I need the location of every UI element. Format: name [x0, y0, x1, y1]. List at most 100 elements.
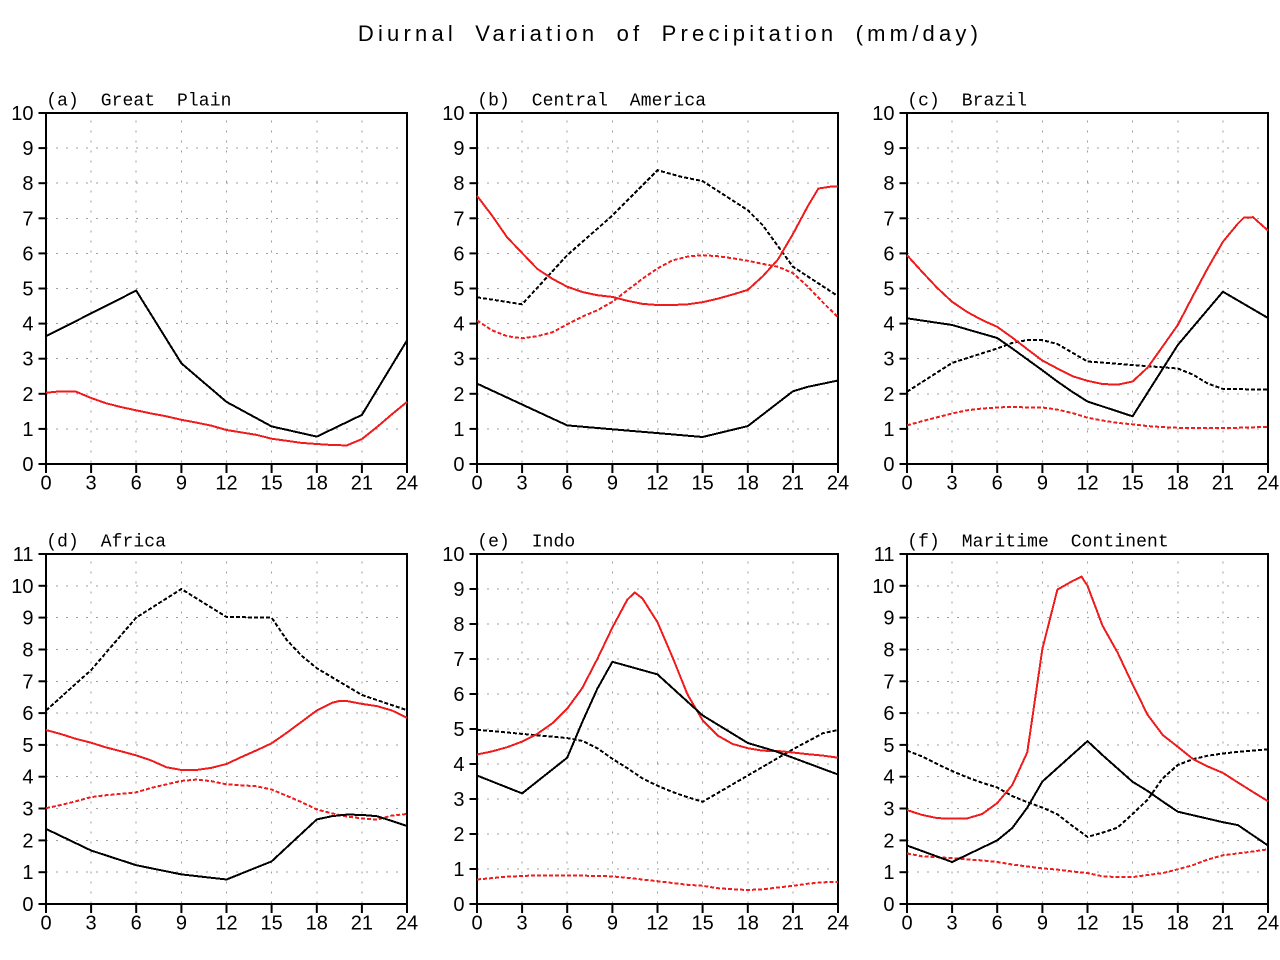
- svg-text:6: 6: [992, 473, 1003, 495]
- svg-text:7: 7: [453, 649, 464, 671]
- svg-text:(d) Africa: (d) Africa: [46, 533, 166, 553]
- svg-text:5: 5: [453, 279, 464, 301]
- svg-text:9: 9: [176, 473, 187, 495]
- svg-text:0: 0: [40, 473, 51, 495]
- svg-text:5: 5: [22, 279, 33, 301]
- svg-text:18: 18: [306, 913, 328, 935]
- svg-text:8: 8: [453, 173, 464, 195]
- svg-text:18: 18: [1167, 473, 1189, 495]
- svg-text:6: 6: [562, 913, 573, 935]
- svg-text:3: 3: [86, 473, 97, 495]
- svg-text:9: 9: [176, 913, 187, 935]
- svg-text:11: 11: [874, 544, 895, 566]
- svg-text:6: 6: [453, 684, 464, 706]
- svg-text:7: 7: [22, 671, 33, 693]
- svg-text:12: 12: [646, 913, 668, 935]
- svg-text:2: 2: [883, 384, 894, 406]
- svg-text:0: 0: [883, 894, 894, 916]
- svg-text:4: 4: [453, 754, 464, 776]
- svg-text:1: 1: [22, 862, 33, 884]
- svg-text:7: 7: [22, 208, 33, 230]
- svg-text:(e) Indo: (e) Indo: [477, 533, 575, 553]
- svg-text:0: 0: [471, 913, 482, 935]
- svg-text:Diurnal Variation of Precipita: Diurnal Variation of Precipitation (mm/d…: [358, 21, 982, 46]
- svg-text:6: 6: [131, 913, 142, 935]
- svg-text:10: 10: [11, 103, 33, 125]
- svg-text:3: 3: [947, 913, 958, 935]
- svg-text:24: 24: [396, 913, 418, 935]
- svg-text:2: 2: [22, 830, 33, 852]
- svg-text:11: 11: [13, 544, 34, 566]
- svg-text:9: 9: [607, 913, 618, 935]
- svg-text:3: 3: [22, 349, 33, 371]
- svg-text:0: 0: [40, 913, 51, 935]
- svg-text:24: 24: [396, 473, 418, 495]
- svg-text:4: 4: [453, 314, 464, 336]
- svg-text:9: 9: [22, 608, 33, 630]
- svg-text:4: 4: [883, 767, 894, 789]
- svg-text:2: 2: [453, 824, 464, 846]
- svg-text:10: 10: [872, 103, 894, 125]
- svg-text:21: 21: [1212, 913, 1234, 935]
- svg-text:4: 4: [22, 314, 33, 336]
- svg-text:10: 10: [442, 103, 464, 125]
- svg-text:12: 12: [1076, 473, 1098, 495]
- svg-text:8: 8: [22, 640, 33, 662]
- svg-text:10: 10: [442, 544, 464, 566]
- svg-text:6: 6: [883, 703, 894, 725]
- svg-text:2: 2: [453, 384, 464, 406]
- svg-text:9: 9: [453, 579, 464, 601]
- svg-text:6: 6: [883, 243, 894, 265]
- svg-text:5: 5: [453, 719, 464, 741]
- svg-text:0: 0: [883, 454, 894, 476]
- svg-text:21: 21: [351, 913, 373, 935]
- svg-text:3: 3: [453, 789, 464, 811]
- svg-text:6: 6: [562, 473, 573, 495]
- svg-text:15: 15: [1121, 473, 1143, 495]
- svg-text:18: 18: [1167, 913, 1189, 935]
- svg-text:21: 21: [351, 473, 373, 495]
- svg-text:0: 0: [22, 454, 33, 476]
- svg-text:9: 9: [883, 608, 894, 630]
- svg-text:0: 0: [901, 913, 912, 935]
- svg-text:21: 21: [1212, 473, 1234, 495]
- svg-text:3: 3: [453, 349, 464, 371]
- svg-text:3: 3: [517, 473, 528, 495]
- svg-text:18: 18: [306, 473, 328, 495]
- svg-text:24: 24: [827, 473, 849, 495]
- svg-text:21: 21: [782, 473, 804, 495]
- svg-text:6: 6: [453, 243, 464, 265]
- svg-text:8: 8: [883, 173, 894, 195]
- svg-text:9: 9: [22, 138, 33, 160]
- svg-text:15: 15: [260, 473, 282, 495]
- svg-text:12: 12: [646, 473, 668, 495]
- svg-text:24: 24: [1257, 473, 1279, 495]
- svg-text:6: 6: [22, 243, 33, 265]
- svg-text:4: 4: [22, 767, 33, 789]
- svg-text:(c) Brazil: (c) Brazil: [907, 92, 1027, 112]
- svg-text:(f) Maritime Continent: (f) Maritime Continent: [907, 533, 1169, 553]
- svg-text:2: 2: [22, 384, 33, 406]
- svg-text:24: 24: [827, 913, 849, 935]
- svg-text:6: 6: [22, 703, 33, 725]
- svg-text:5: 5: [22, 735, 33, 757]
- svg-text:1: 1: [453, 859, 464, 881]
- svg-text:15: 15: [1121, 913, 1143, 935]
- svg-text:4: 4: [883, 314, 894, 336]
- svg-text:3: 3: [86, 913, 97, 935]
- svg-text:24: 24: [1257, 913, 1279, 935]
- svg-text:7: 7: [883, 671, 894, 693]
- svg-text:3: 3: [883, 799, 894, 821]
- svg-text:9: 9: [1037, 913, 1048, 935]
- svg-text:12: 12: [215, 913, 237, 935]
- svg-text:3: 3: [517, 913, 528, 935]
- svg-text:1: 1: [883, 419, 894, 441]
- svg-text:15: 15: [691, 913, 713, 935]
- svg-text:9: 9: [607, 473, 618, 495]
- svg-text:15: 15: [260, 913, 282, 935]
- svg-text:3: 3: [883, 349, 894, 371]
- svg-text:0: 0: [471, 473, 482, 495]
- svg-text:18: 18: [737, 913, 759, 935]
- svg-text:1: 1: [22, 419, 33, 441]
- svg-text:2: 2: [883, 830, 894, 852]
